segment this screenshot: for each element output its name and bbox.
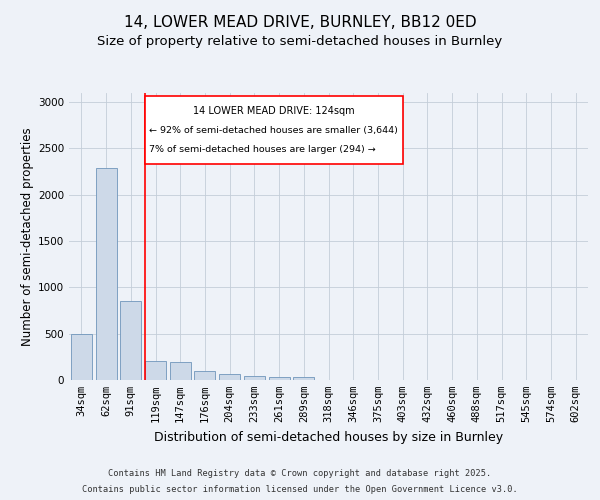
Bar [269,377,290,380]
Text: ← 92% of semi-detached houses are smaller (3,644): ← 92% of semi-detached houses are smalle… [149,126,397,134]
Text: 14, LOWER MEAD DRIVE, BURNLEY, BB12 0ED: 14, LOWER MEAD DRIVE, BURNLEY, BB12 0ED [124,15,476,30]
Bar [145,96,403,164]
Bar [145,362,166,380]
Text: 14 LOWER MEAD DRIVE: 124sqm: 14 LOWER MEAD DRIVE: 124sqm [193,106,355,116]
Bar [71,334,92,380]
Bar [170,362,191,380]
Text: Contains HM Land Registry data © Crown copyright and database right 2025.: Contains HM Land Registry data © Crown c… [109,470,491,478]
Bar [293,378,314,380]
Text: Size of property relative to semi-detached houses in Burnley: Size of property relative to semi-detach… [97,34,503,48]
Bar [95,168,116,380]
Text: 7% of semi-detached houses are larger (294) →: 7% of semi-detached houses are larger (2… [149,144,376,154]
Bar [244,376,265,380]
Bar [219,374,240,380]
Bar [120,301,141,380]
Text: Contains public sector information licensed under the Open Government Licence v3: Contains public sector information licen… [82,484,518,494]
Y-axis label: Number of semi-detached properties: Number of semi-detached properties [21,127,34,346]
Bar [194,370,215,380]
X-axis label: Distribution of semi-detached houses by size in Burnley: Distribution of semi-detached houses by … [154,430,503,444]
